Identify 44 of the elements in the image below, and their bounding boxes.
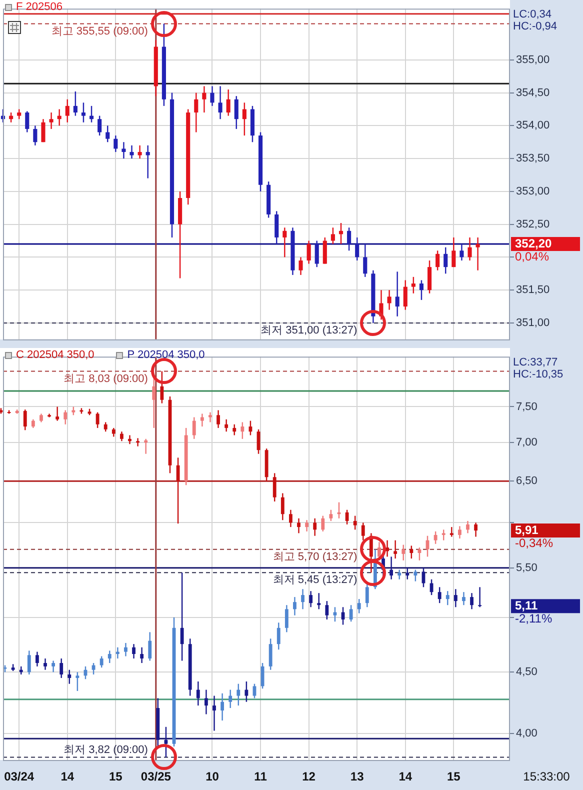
y-tick-label: 4,00: [516, 727, 538, 740]
ref-line-label: 최고 5,70 (13:27): [272, 550, 358, 563]
y-tick-label: 354,00: [516, 120, 550, 132]
x-tick-label: 12: [302, 770, 316, 784]
y-tick-label: 353,00: [516, 185, 550, 198]
text: F 202506: [16, 1, 62, 14]
y-tick-label: 354,50: [516, 86, 550, 99]
y-tick-label: 5,50: [516, 562, 538, 574]
text: HC:-10,35: [513, 368, 564, 381]
y-tick-label: 7,50: [516, 400, 538, 413]
text: HC:-0,94: [513, 20, 558, 33]
text: 352,20: [515, 236, 552, 250]
ref-line-label: 최고 355,55 (09:00): [51, 25, 148, 38]
x-tick-label: 03/25: [140, 770, 172, 784]
text: LC:33,77: [513, 356, 558, 369]
text: LC:0,34: [513, 8, 552, 21]
text: C 202504 350,0: [16, 349, 94, 362]
x-tick-label: 14: [398, 770, 412, 784]
text: 5,91: [515, 522, 538, 537]
ref-line-label: 최저 351,00 (13:27): [260, 324, 358, 336]
ref-line-label: 최저 5,45 (13:27): [272, 574, 358, 586]
x-axis-title: 15:33:00: [523, 769, 570, 784]
text: 5,11: [515, 598, 538, 612]
x-tick-label: 03/24: [4, 770, 34, 784]
x-tick-label: 15: [446, 770, 461, 784]
y-tick-label: 7,00: [516, 436, 538, 449]
y-tick-label: 4,50: [516, 666, 538, 678]
text: 0,04%: [515, 249, 550, 264]
y-tick-label: 351,00: [516, 316, 550, 329]
ref-line-label: 최고 8,03 (09:00): [64, 372, 148, 385]
y-tick-label: 353,50: [516, 152, 550, 165]
x-tick-label: 13: [350, 770, 364, 784]
y-tick-label: 351,50: [516, 284, 550, 296]
y-tick-label: 6,50: [516, 475, 538, 488]
x-tick-label: 15: [108, 770, 123, 784]
text: P 202504 350,0: [127, 349, 205, 362]
text: -2,11%: [515, 611, 552, 626]
text: -0,34%: [515, 536, 554, 550]
x-tick-label: 14: [60, 770, 74, 784]
y-tick-label: 352,50: [516, 218, 550, 230]
x-tick-label: 11: [254, 770, 268, 784]
y-tick-label: 355,00: [516, 54, 550, 66]
x-tick-label: 10: [206, 770, 220, 784]
ref-line-label: 최저 3,82 (09:00): [64, 744, 148, 756]
